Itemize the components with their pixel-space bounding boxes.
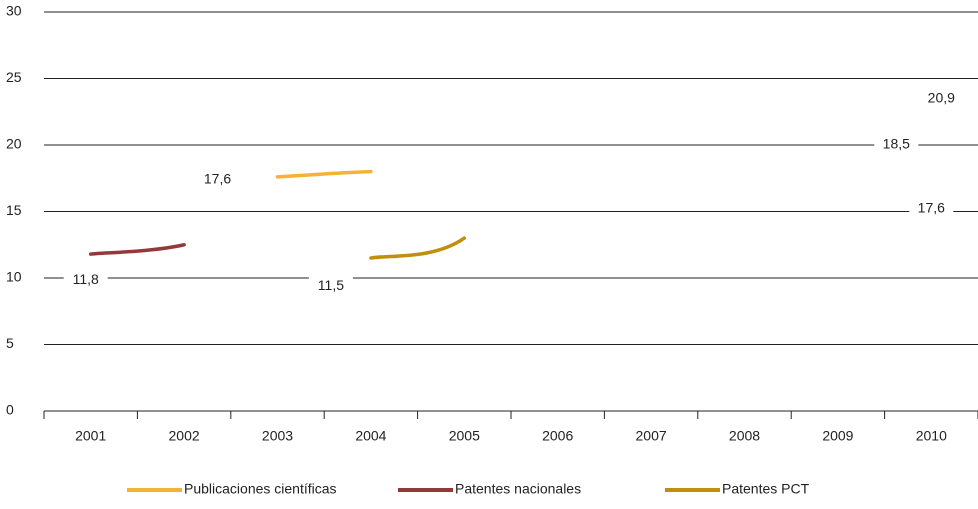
label-bg	[874, 134, 919, 155]
x-tick-label: 2001	[75, 428, 106, 444]
x-tick-label: 2004	[355, 428, 386, 444]
y-tick-label: 15	[6, 202, 22, 218]
data-label: 11,8	[73, 271, 99, 287]
y-tick-label: 25	[6, 69, 22, 85]
legend-label: Patentes PCT	[722, 481, 810, 497]
y-tick-label: 20	[6, 136, 22, 152]
x-tick-label: 2003	[262, 428, 293, 444]
data-label: 17,6	[918, 200, 945, 216]
legend-label: Publicaciones científicas	[184, 481, 337, 497]
x-tick-label: 2002	[169, 428, 200, 444]
label-bg	[919, 89, 964, 110]
label-bg	[909, 198, 954, 219]
data-label: 17,6	[204, 171, 231, 187]
y-tick-label: 5	[6, 335, 14, 351]
x-tick-label: 2008	[729, 428, 760, 444]
label-bg	[308, 276, 353, 297]
y-tick-label: 0	[6, 402, 14, 418]
x-tick-label: 2010	[916, 428, 947, 444]
x-tick-label: 2009	[822, 428, 853, 444]
series-line	[88, 243, 186, 256]
label-bg	[195, 169, 240, 190]
label-bg	[63, 270, 108, 291]
legend-label: Patentes nacionales	[455, 481, 581, 497]
series-line	[275, 169, 373, 179]
x-tick-label: 2005	[449, 428, 480, 444]
data-label: 11,5	[318, 277, 344, 293]
data-label: 18,5	[883, 136, 910, 152]
data-label: 20,9	[928, 90, 955, 106]
x-tick-label: 2006	[542, 428, 573, 444]
x-tick-label: 2007	[636, 428, 667, 444]
series-line	[369, 236, 467, 260]
y-tick-label: 30	[6, 3, 22, 19]
y-tick-label: 10	[6, 269, 22, 285]
